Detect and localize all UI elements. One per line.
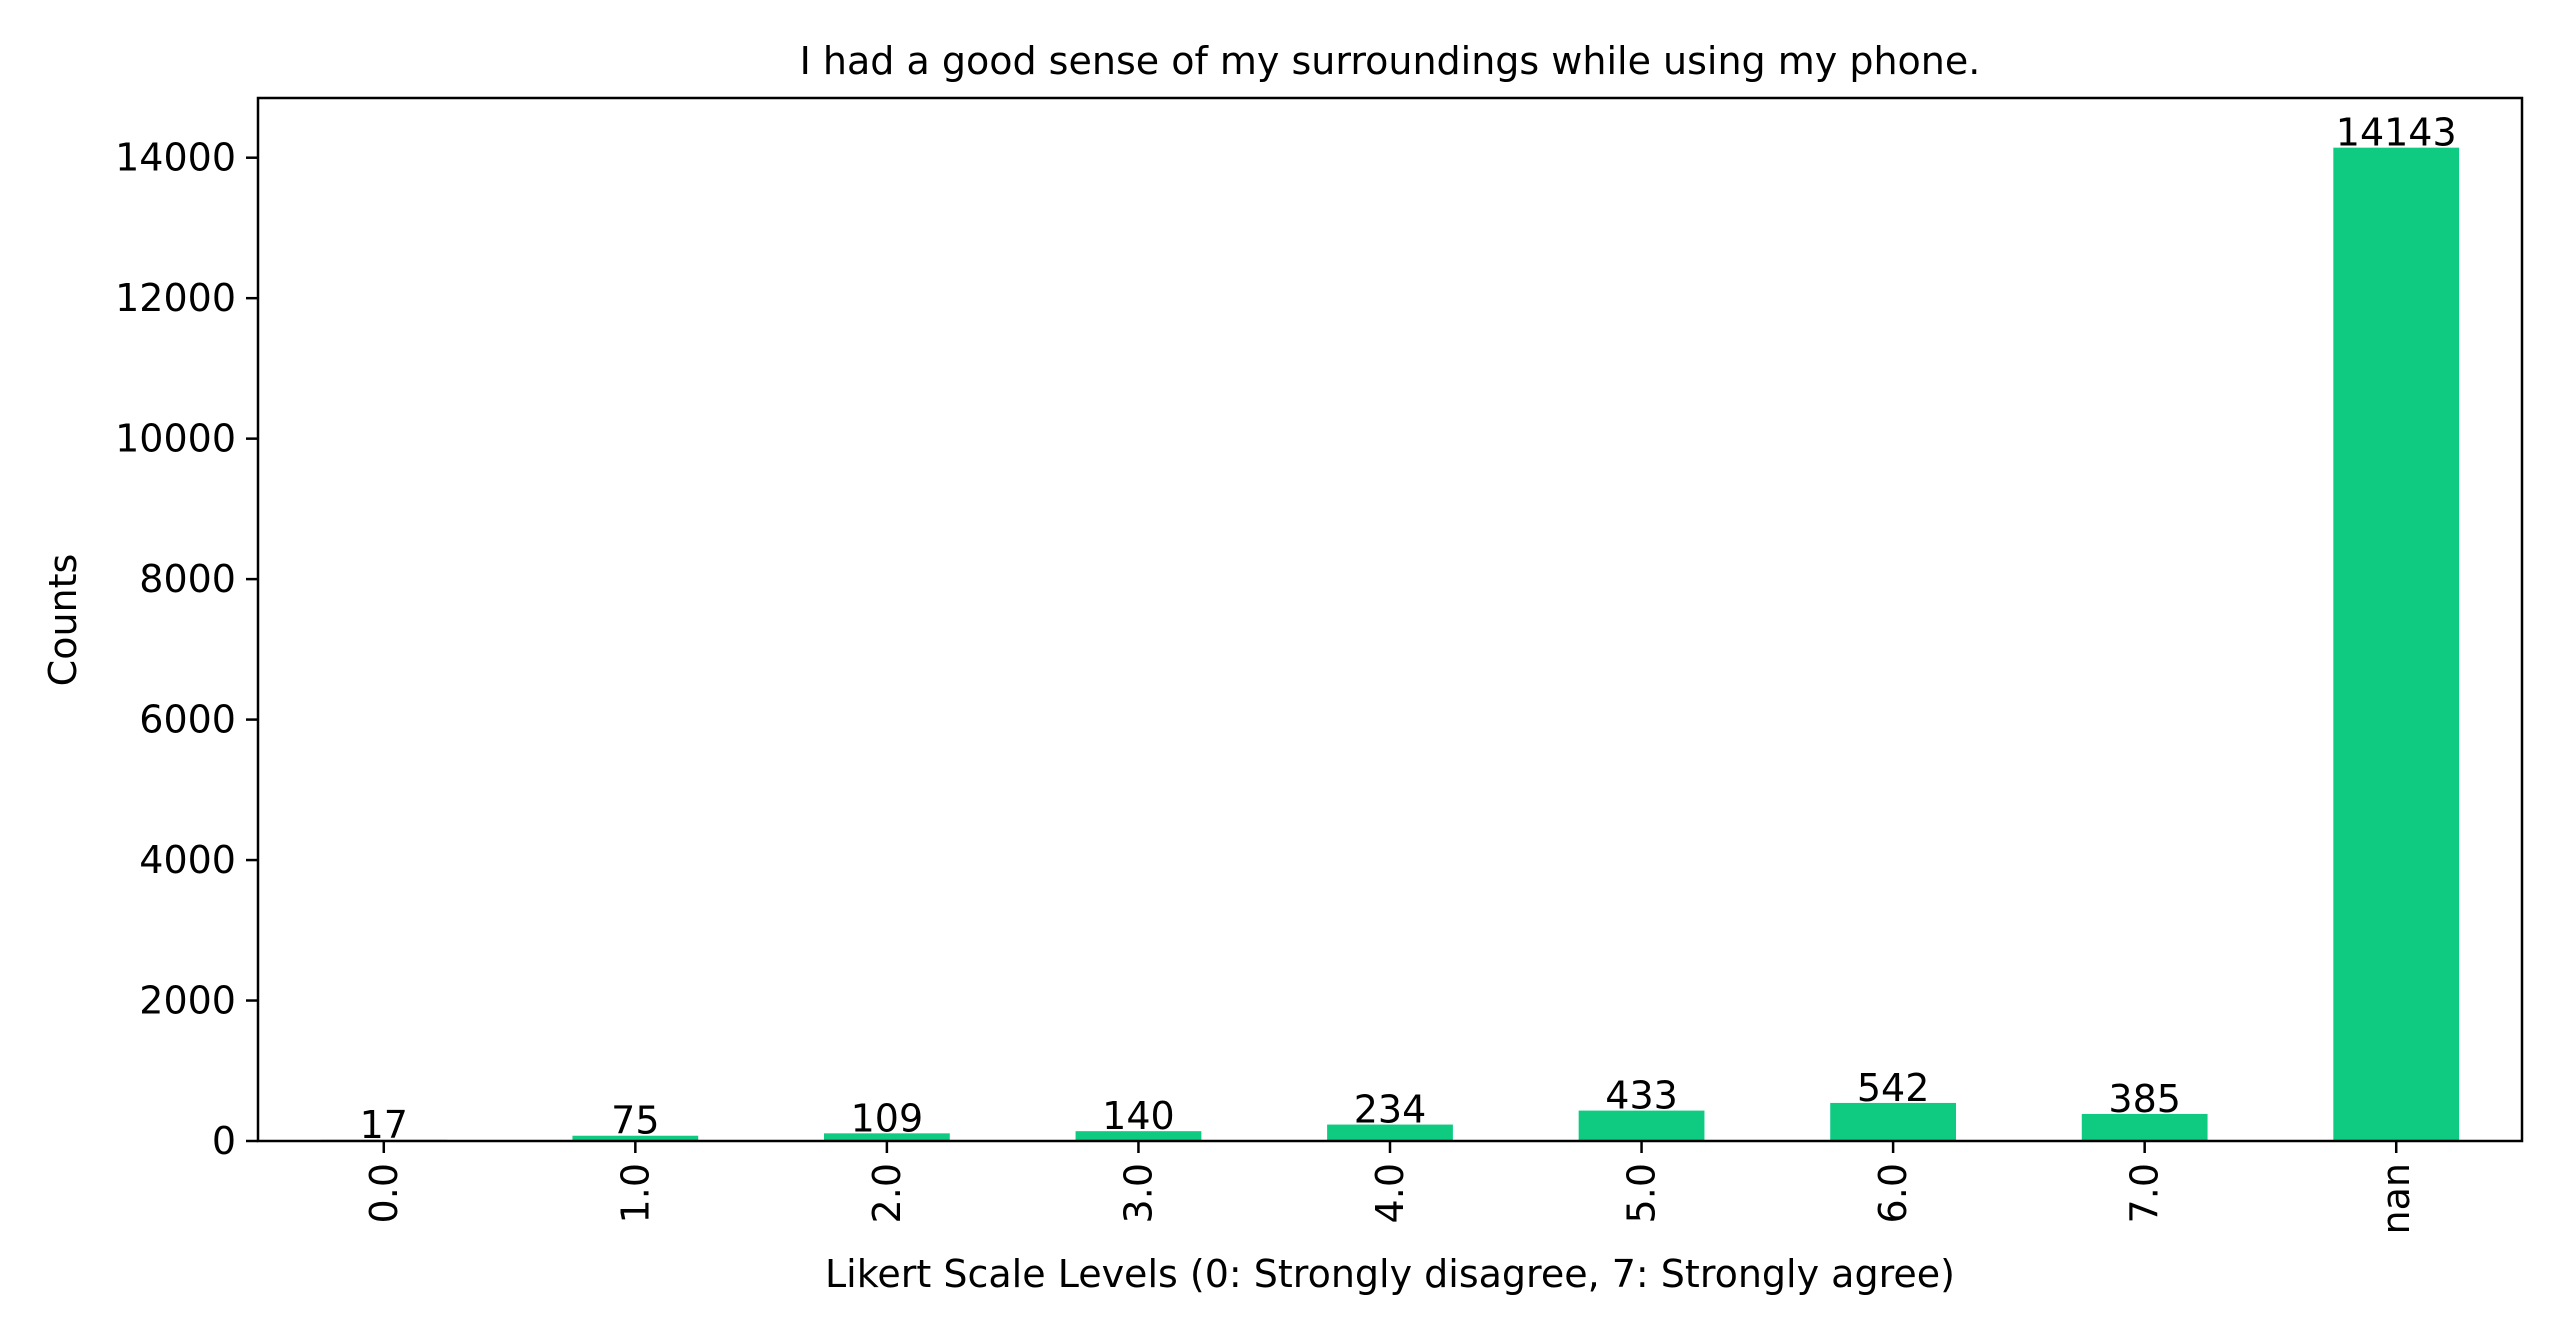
data-label: 234 (1354, 1088, 1427, 1132)
bar (1830, 1102, 1956, 1141)
y-axis: 0 2000 4000 6000 8000 10000 12000 14000 (115, 136, 258, 1163)
y-axis-label: Counts (41, 554, 85, 687)
x-tick-label: 6.0 (1871, 1163, 1915, 1223)
data-label: 17 (360, 1103, 408, 1147)
y-tick-label: 6000 (139, 698, 236, 742)
data-label: 75 (611, 1099, 659, 1143)
data-label: 433 (1605, 1074, 1678, 1118)
plot-frame (256, 96, 2524, 1143)
x-tick-label: 2.0 (865, 1163, 909, 1223)
bar (2333, 147, 2460, 1142)
x-tick-label: 0.0 (362, 1163, 406, 1223)
bar (1075, 1131, 1202, 1141)
bars-layer (320, 147, 2460, 1142)
bar (572, 1135, 699, 1141)
y-tick-label: 0 (212, 1119, 236, 1163)
data-label: 140 (1102, 1094, 1175, 1138)
data-labels-layer: 17 75 109 140 234 433 542 385 14143 (360, 111, 2457, 1147)
bar (824, 1133, 950, 1141)
y-tick-label: 14000 (115, 136, 236, 180)
data-label: 109 (851, 1096, 924, 1140)
x-axis: 0.0 1.0 2.0 3.0 4.0 5.0 6.0 7.0 nan (362, 1141, 2418, 1234)
x-tick-label: 1.0 (613, 1163, 657, 1223)
x-tick-label: 4.0 (1368, 1163, 1412, 1223)
x-tick-label: 7.0 (2123, 1163, 2167, 1223)
data-label: 542 (1857, 1066, 1930, 1110)
chart-title: I had a good sense of my surroundings wh… (800, 39, 1981, 83)
data-label: 14143 (2336, 111, 2457, 155)
x-tick-label: 3.0 (1116, 1163, 1160, 1223)
data-label: 385 (2108, 1077, 2181, 1121)
x-tick-label: 5.0 (1620, 1163, 1664, 1223)
x-tick-label: nan (2374, 1163, 2418, 1234)
bar (1578, 1110, 1705, 1141)
bar (1327, 1124, 1453, 1141)
y-tick-label: 12000 (115, 276, 236, 320)
y-tick-label: 10000 (115, 417, 236, 461)
y-tick-label: 4000 (139, 838, 236, 882)
x-axis-label: Likert Scale Levels (0: Strongly disagre… (825, 1252, 1955, 1296)
y-tick-label: 8000 (139, 557, 236, 601)
bar (2081, 1113, 2208, 1141)
y-tick-label: 2000 (139, 979, 236, 1023)
